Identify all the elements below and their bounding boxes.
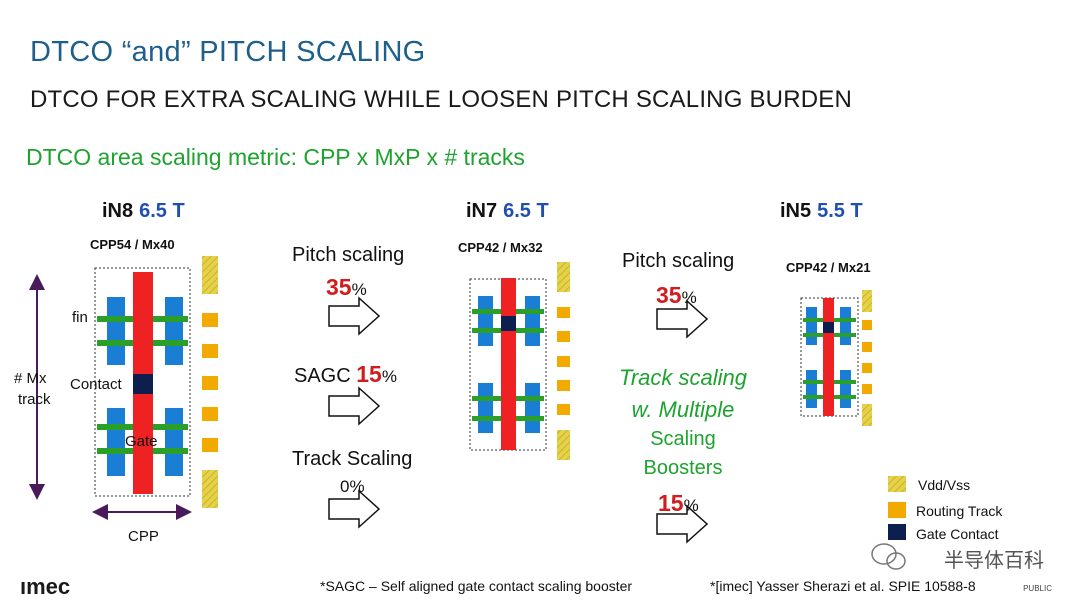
legend-vdd: Vdd/Vss (918, 477, 971, 493)
label-gate: Gate (125, 433, 158, 450)
node-in5-name: iN5 (780, 200, 812, 222)
legend-contact-swatch (888, 524, 906, 540)
in7-cell (469, 262, 570, 460)
in8-track-3 (202, 376, 218, 390)
step-arrows (328, 296, 709, 544)
legend-swatches (888, 476, 906, 540)
slide-title: DTCO “and” PITCH SCALING (30, 36, 426, 68)
slide-subtitle: DTCO FOR EXTRA SCALING WHILE LOOSEN PITC… (30, 86, 852, 113)
in5-gate-contact (823, 322, 834, 333)
step-pitch-label: Pitch scaling (292, 244, 405, 266)
in8-active-br (165, 408, 183, 476)
legend-contact: Gate Contact (916, 526, 999, 542)
label-cpp: CPP (128, 528, 159, 545)
legend-routing-swatch (888, 502, 906, 518)
in7-gate-contact (501, 316, 516, 331)
public-label: PUBLIC (1023, 584, 1052, 593)
node-in7-cpp: CPP42 / Mx32 (458, 240, 543, 255)
footnote-reference: *[imec] Yasser Sherazi et al. SPIE 10588… (710, 578, 976, 594)
legend-vdd-swatch (888, 476, 906, 492)
in5-cell (800, 290, 872, 426)
label-mx-2: track (18, 391, 51, 408)
arrow-sagc (328, 386, 381, 426)
in8-cell-boundary (94, 267, 191, 497)
in8-track-4 (202, 407, 218, 421)
node-in8-tracks: 6.5 T (139, 200, 185, 222)
arrow-track-1 (328, 489, 381, 529)
node-in7-name: iN7 (466, 200, 498, 222)
in8-active-tr (165, 297, 183, 365)
in5-gate (823, 298, 834, 416)
step-track-value: 0% (340, 477, 365, 496)
node-in8-header: iN8 6.5 T (102, 200, 185, 223)
label-mx-1: # Mx (14, 370, 47, 387)
step2-track-line2: w. Multiple (631, 397, 735, 422)
in8-vdd-top (202, 256, 218, 294)
in8-vss-bottom (202, 470, 218, 508)
watermark: 半导体百科 (944, 550, 1044, 572)
label-contact: Contact (70, 376, 122, 393)
footnote-sagc: *SAGC – Self aligned gate contact scalin… (320, 578, 633, 594)
imec-logo: ımec (20, 574, 71, 599)
step-track-label: Track Scaling (292, 448, 413, 470)
node-in5-cpp: CPP42 / Mx21 (786, 260, 871, 275)
arrow-track-2 (656, 504, 709, 544)
node-in7-header: iN7 6.5 T (466, 200, 549, 223)
arrow-pitch-2 (656, 299, 709, 339)
node-in7-tracks: 6.5 T (503, 200, 549, 222)
legend-routing: Routing Track (916, 503, 1003, 519)
node-in5-header: iN5 5.5 T (780, 200, 863, 223)
in8-track-1 (202, 313, 218, 327)
in8-active-bl (107, 408, 125, 476)
in8-track-2 (202, 344, 218, 358)
in7-gate (501, 278, 516, 450)
label-fin: fin (72, 309, 88, 326)
in8-active-tl (107, 297, 125, 365)
step2-track-value: 15% (658, 490, 699, 516)
in8-cell (29, 256, 218, 520)
step-sagc-label: SAGC 15% (294, 361, 397, 387)
in8-track-5 (202, 438, 218, 452)
step2-track-line3: Scaling (650, 428, 716, 450)
node-in5-tracks: 5.5 T (817, 200, 863, 222)
step2-track-line4: Boosters (643, 457, 723, 479)
in8-gate-contact (133, 374, 153, 394)
node-in8-cpp: CPP54 / Mx40 (90, 237, 175, 252)
step2-pitch-label: Pitch scaling (622, 250, 735, 272)
arrow-pitch-1 (328, 296, 381, 336)
area-metric: DTCO area scaling metric: CPP x MxP x # … (26, 144, 525, 170)
node-in8-name: iN8 (102, 200, 134, 222)
step-pitch-value: 35% (326, 274, 367, 300)
step2-track-line1: Track scaling (619, 365, 747, 390)
step2-pitch-value: 35% (656, 282, 697, 308)
wechat-icon (871, 543, 906, 570)
